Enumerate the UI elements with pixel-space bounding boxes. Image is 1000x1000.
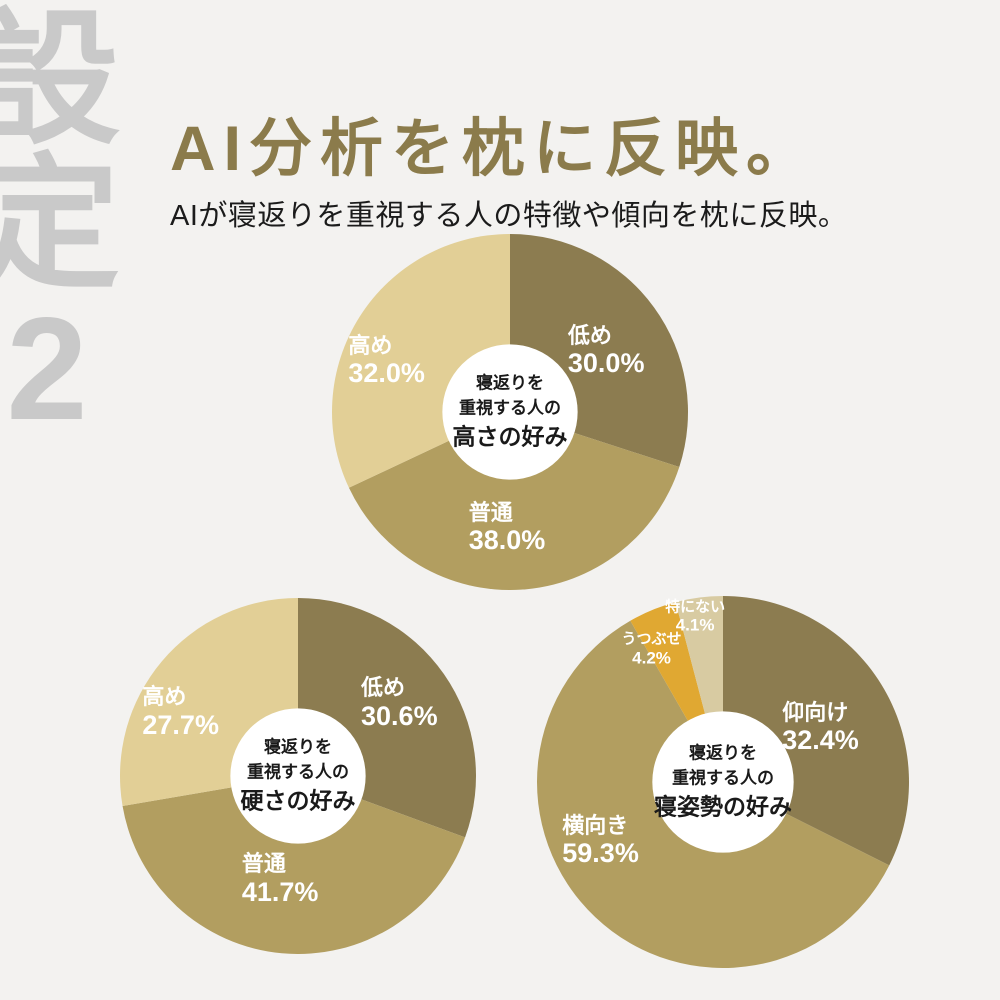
- slice-label-sleep-posture-preference-3: 特にない 4.1%: [665, 599, 725, 636]
- setting-char-1: 設: [0, 0, 120, 161]
- slice-label-sleep-posture-preference-2: うつぶせ 4.2%: [622, 631, 682, 668]
- slice-name: 低め: [567, 322, 612, 348]
- donut-center-bold-line: 寝姿勢の好み: [654, 793, 792, 820]
- slice-label-height-preference-1: 普通 38.0%: [469, 499, 546, 555]
- slice-percentage: 30.0%: [567, 348, 645, 379]
- donut-center-line: 寝返りを: [476, 373, 544, 393]
- slice-name: 高め: [348, 332, 393, 358]
- slice-percentage: 30.6%: [361, 700, 438, 731]
- donut-center-title: 寝返りを重視する人の寝姿勢の好み: [654, 741, 792, 822]
- donut-center-line: 重視する人の: [672, 767, 774, 787]
- donut-center-line: 寝返りを: [264, 737, 332, 757]
- donut-chart-svg: [537, 596, 909, 968]
- donut-center-title: 寝返りを重視する人の硬さの好み: [241, 735, 356, 816]
- donut-chart-svg: [120, 598, 476, 954]
- slice-name: 高め: [142, 684, 187, 710]
- slice-label-sleep-posture-preference-1: 横向き 59.3%: [562, 812, 639, 868]
- slice-percentage: 32.4%: [782, 724, 859, 755]
- donut-center-line: 重視する人の: [247, 761, 349, 781]
- slice-label-firmness-preference-1: 普通 41.7%: [242, 851, 319, 907]
- setting-number-vertical-label: 設 定 2: [0, 0, 122, 451]
- setting-char-2: 定: [0, 142, 120, 306]
- slice-label-sleep-posture-preference-0: 仰向け 32.4%: [782, 700, 859, 756]
- donut-center-title: 寝返りを重視する人の高さの好み: [453, 371, 568, 452]
- slice-percentage: 41.7%: [241, 876, 319, 907]
- donut-hole: [442, 344, 578, 480]
- slice-label-height-preference-0: 低め 30.0%: [568, 323, 645, 379]
- slice-percentage: 32.0%: [348, 358, 425, 389]
- donut-hole: [652, 711, 794, 853]
- slice-name: 普通: [468, 499, 513, 525]
- donut-chart-firmness-preference: 寝返りを 重視する人の 硬さの好み 低め 30.6% 普通 41.7% 高め 27.7%: [120, 598, 476, 954]
- slice-label-firmness-preference-2: 高め 27.7%: [142, 684, 219, 740]
- slice-label-firmness-preference-0: 低め 30.6%: [361, 675, 438, 731]
- setting-char-3: 2: [6, 287, 88, 451]
- slice-percentage: 4.2%: [632, 648, 671, 668]
- donut-chart-svg: [332, 234, 688, 590]
- donut-center-line: 寝返りを: [689, 743, 757, 763]
- slice-percentage: 4.1%: [675, 615, 715, 635]
- donut-center-bold-line: 高さの好み: [452, 423, 568, 450]
- slice-percentage: 27.7%: [142, 709, 219, 740]
- slice-percentage: 59.3%: [562, 837, 639, 868]
- page-title: AI分析を枕に反映。: [170, 114, 817, 185]
- slice-label-height-preference-2: 高め 32.0%: [348, 333, 425, 389]
- donut-chart-sleep-posture-preference: 寝返りを 重視する人の 寝姿勢の好み 仰向け 32.4% 横向き 59.3% うつぶせ 4.2%…: [537, 596, 909, 968]
- donut-center-bold-line: 硬さの好み: [240, 787, 356, 814]
- pie-slice-height-preference-1: [348, 412, 680, 590]
- slice-name: 特にない: [665, 598, 726, 616]
- donut-hole: [230, 708, 366, 844]
- slice-percentage: 38.0%: [468, 524, 546, 555]
- pie-slice-firmness-preference-1: [122, 776, 466, 954]
- donut-center-line: 重視する人の: [459, 397, 561, 417]
- donut-chart-height-preference: 寝返りを 重視する人の 高さの好み 低め 30.0% 普通 38.0% 高め 32.0%: [332, 234, 688, 590]
- slice-name: 横向き: [562, 812, 629, 838]
- slice-name: 普通: [241, 851, 286, 877]
- slice-name: うつぶせ: [621, 630, 682, 648]
- page-subtitle: AIが寝返りを重視する人の特徴や傾向を枕に反映。: [170, 200, 848, 232]
- slice-name: 仰向け: [782, 699, 849, 725]
- slice-name: 低め: [361, 675, 406, 701]
